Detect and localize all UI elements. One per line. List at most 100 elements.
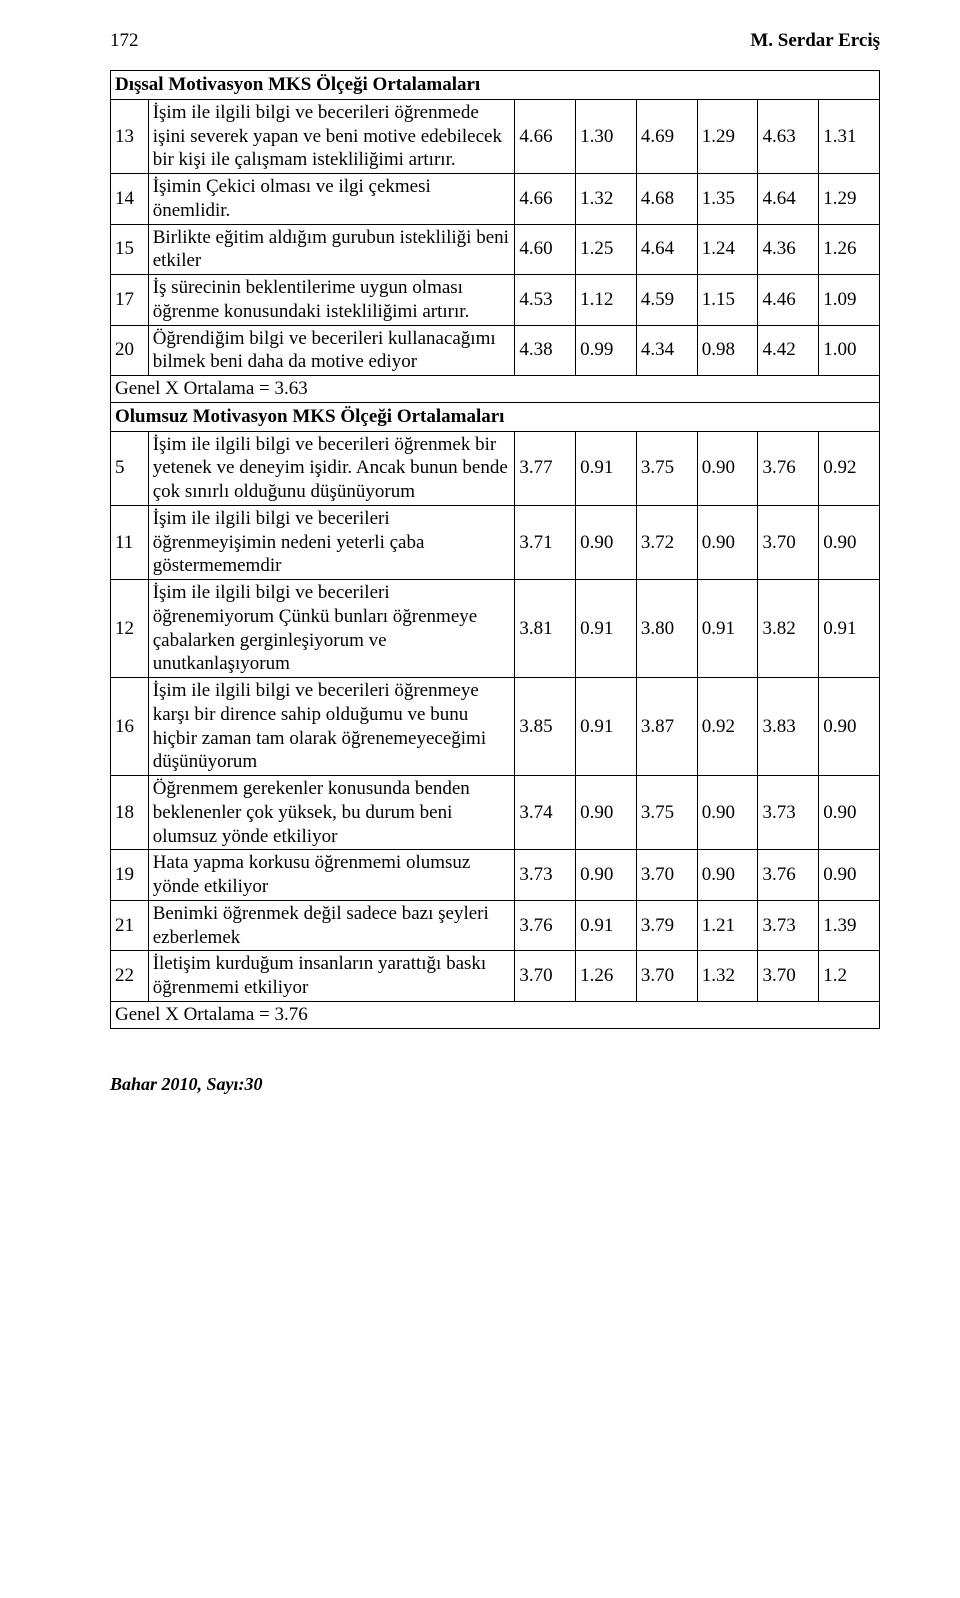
value-cell: 0.99 [576,325,637,376]
row-description: Birlikte eğitim aldığım gurubun isteklil… [148,224,515,275]
value-cell: 1.39 [819,900,880,951]
value-cell: 3.79 [636,900,697,951]
row-description: İşim ile ilgili bilgi ve becerileri öğre… [148,431,515,505]
page-footer: Bahar 2010, Sayı:30 [110,1074,880,1095]
row-number: 16 [111,678,149,776]
value-cell: 0.90 [697,776,758,850]
value-cell: 4.60 [515,224,576,275]
value-cell: 1.32 [576,174,637,225]
value-cell: 3.75 [636,431,697,505]
value-cell: 0.90 [576,505,637,579]
value-cell: 4.34 [636,325,697,376]
row-number: 14 [111,174,149,225]
row-description: İşimin Çekici olması ve ilgi çekmesi öne… [148,174,515,225]
value-cell: 0.90 [576,850,637,901]
value-cell: 4.68 [636,174,697,225]
row-description: İşim ile ilgili bilgi ve becerileri öğre… [148,505,515,579]
table-row: 19Hata yapma korkusu öğrenmemi olumsuz y… [111,850,880,901]
value-cell: 3.70 [758,505,819,579]
value-cell: 0.91 [576,678,637,776]
value-cell: 4.64 [636,224,697,275]
value-cell: 0.92 [819,431,880,505]
author-name: M. Serdar Erciş [750,30,880,52]
value-cell: 3.87 [636,678,697,776]
value-cell: 0.98 [697,325,758,376]
value-cell: 0.90 [697,850,758,901]
value-cell: 3.70 [758,951,819,1002]
page-number: 172 [110,30,139,52]
value-cell: 0.91 [576,431,637,505]
value-cell: 4.66 [515,99,576,173]
value-cell: 0.90 [697,505,758,579]
value-cell: 3.74 [515,776,576,850]
value-cell: 4.66 [515,174,576,225]
section1-summary: Genel X Ortalama = 3.63 [111,376,880,403]
section2-title: Olumsuz Motivasyon MKS Ölçeği Ortalamala… [111,402,880,431]
value-cell: 1.35 [697,174,758,225]
value-cell: 3.83 [758,678,819,776]
table-row: 22İletişim kurduğum insanların yarattığı… [111,951,880,1002]
value-cell: 1.26 [576,951,637,1002]
value-cell: 3.80 [636,580,697,678]
table-row: 14İşimin Çekici olması ve ilgi çekmesi ö… [111,174,880,225]
value-cell: 1.09 [819,275,880,326]
value-cell: 3.82 [758,580,819,678]
table-row: 12İşim ile ilgili bilgi ve becerileri öğ… [111,580,880,678]
value-cell: 0.90 [697,431,758,505]
value-cell: 3.71 [515,505,576,579]
value-cell: 1.32 [697,951,758,1002]
row-description: Öğrenmem gerekenler konusunda benden bek… [148,776,515,850]
value-cell: 3.73 [758,776,819,850]
section-title-row: Olumsuz Motivasyon MKS Ölçeği Ortalamala… [111,402,880,431]
value-cell: 0.91 [576,900,637,951]
row-number: 15 [111,224,149,275]
value-cell: 0.92 [697,678,758,776]
section-title-row: Dışsal Motivasyon MKS Ölçeği Ortalamalar… [111,71,880,100]
value-cell: 4.59 [636,275,697,326]
value-cell: 3.70 [636,951,697,1002]
summary-row: Genel X Ortalama = 3.63 [111,376,880,403]
value-cell: 0.91 [819,580,880,678]
value-cell: 3.85 [515,678,576,776]
section1-title: Dışsal Motivasyon MKS Ölçeği Ortalamalar… [111,71,880,100]
row-number: 19 [111,850,149,901]
table-row: 15Birlikte eğitim aldığım gurubun istekl… [111,224,880,275]
value-cell: 3.73 [758,900,819,951]
value-cell: 4.38 [515,325,576,376]
value-cell: 3.70 [636,850,697,901]
row-description: Öğrendiğim bilgi ve becerileri kullanaca… [148,325,515,376]
table-row: 13İşim ile ilgili bilgi ve becerileri öğ… [111,99,880,173]
row-number: 21 [111,900,149,951]
row-number: 17 [111,275,149,326]
page-header: 172 M. Serdar Erciş [110,30,880,52]
value-cell: 4.69 [636,99,697,173]
table-body: Dışsal Motivasyon MKS Ölçeği Ortalamalar… [111,71,880,1029]
value-cell: 0.90 [819,678,880,776]
value-cell: 0.90 [819,776,880,850]
row-description: İş sürecinin beklentilerime uygun olması… [148,275,515,326]
motivation-table: Dışsal Motivasyon MKS Ölçeği Ortalamalar… [110,70,880,1029]
value-cell: 4.53 [515,275,576,326]
value-cell: 4.63 [758,99,819,173]
table-row: 20Öğrendiğim bilgi ve becerileri kullana… [111,325,880,376]
row-number: 11 [111,505,149,579]
value-cell: 3.75 [636,776,697,850]
value-cell: 0.90 [819,505,880,579]
value-cell: 1.2 [819,951,880,1002]
value-cell: 3.73 [515,850,576,901]
row-number: 5 [111,431,149,505]
table-row: 18Öğrenmem gerekenler konusunda benden b… [111,776,880,850]
row-description: Benimki öğrenmek değil sadece bazı şeyle… [148,900,515,951]
summary-row: Genel X Ortalama = 3.76 [111,1001,880,1028]
row-description: İşim ile ilgili bilgi ve becerileri öğre… [148,580,515,678]
value-cell: 1.15 [697,275,758,326]
row-number: 20 [111,325,149,376]
value-cell: 4.46 [758,275,819,326]
row-number: 22 [111,951,149,1002]
document-page: 172 M. Serdar Erciş Dışsal Motivasyon MK… [0,0,960,1135]
value-cell: 3.70 [515,951,576,1002]
value-cell: 1.26 [819,224,880,275]
value-cell: 1.29 [697,99,758,173]
value-cell: 3.77 [515,431,576,505]
value-cell: 3.76 [758,431,819,505]
